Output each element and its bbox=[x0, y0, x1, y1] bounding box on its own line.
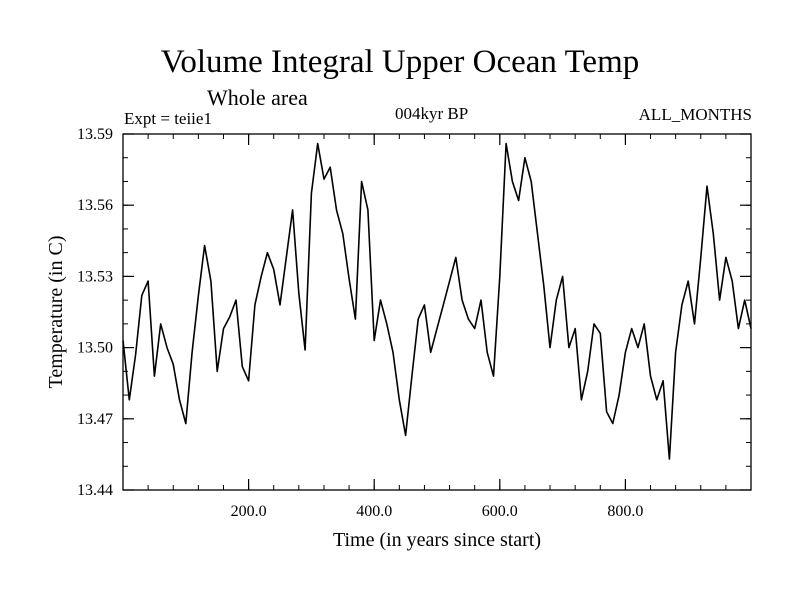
x-axis-label: Time (in years since start) bbox=[333, 529, 541, 551]
ticks-layer bbox=[123, 133, 751, 491]
chart-title: Volume Integral Upper Ocean Temp bbox=[160, 44, 640, 80]
labels-layer: 200.0 400.0 600.0 800.0 13.44 13.47 13.50 13.53… bbox=[77, 126, 643, 520]
y-tick-label: 13.44 bbox=[77, 482, 113, 499]
experiment-label: Expt = teiie1 bbox=[124, 109, 212, 128]
x-tick-label: 200.0 bbox=[231, 503, 267, 520]
months-label: ALL_MONTHS bbox=[638, 105, 752, 124]
x-tick-label: 400.0 bbox=[356, 503, 392, 520]
y-tick-label: 13.59 bbox=[77, 126, 113, 143]
plot-frame bbox=[122, 133, 752, 491]
chart-subtitle: Whole area bbox=[207, 85, 308, 110]
y-tick-label: 13.53 bbox=[77, 268, 113, 285]
series-layer bbox=[122, 142, 752, 460]
series-line bbox=[122, 142, 752, 460]
x-tick-label: 600.0 bbox=[482, 503, 518, 520]
y-tick-label: 13.50 bbox=[77, 340, 113, 357]
period-label: 004kyr BP bbox=[395, 104, 469, 123]
y-tick-label: 13.56 bbox=[77, 197, 113, 214]
y-axis-label: Temperature (in C) bbox=[45, 236, 67, 389]
x-tick-label: 800.0 bbox=[607, 503, 643, 520]
y-tick-label: 13.47 bbox=[77, 411, 113, 428]
